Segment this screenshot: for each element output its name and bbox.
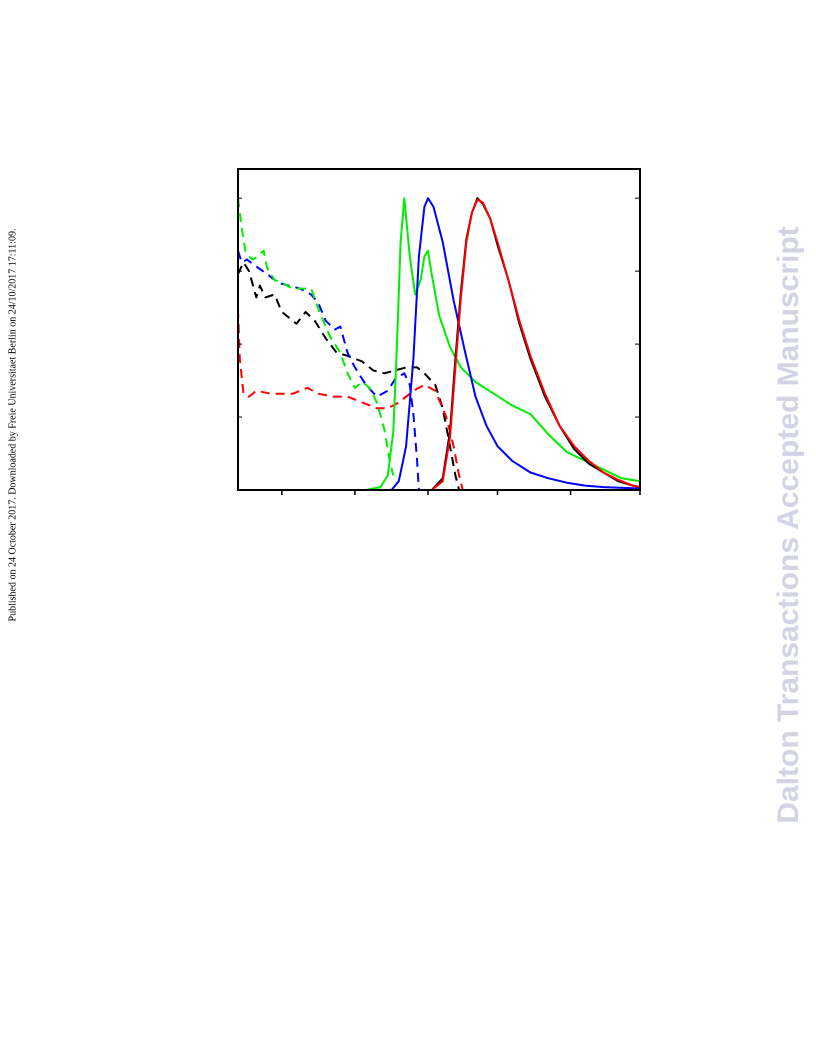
series-line-4 [329, 197, 641, 491]
axis-ticks-layer [238, 197, 641, 495]
series-line-2 [237, 250, 420, 491]
series-line-7 [431, 198, 641, 491]
plot-frame [237, 168, 641, 491]
series-line-5 [380, 197, 641, 491]
watermark-text: Dalton Transactions Accepted Manuscript [772, 226, 805, 824]
series-line-1 [237, 309, 464, 491]
series-line-3 [237, 198, 395, 476]
watermark: Dalton Transactions Accepted Manuscript [768, 210, 810, 840]
series-line-0 [237, 261, 461, 491]
chart-series-layer [237, 197, 641, 491]
